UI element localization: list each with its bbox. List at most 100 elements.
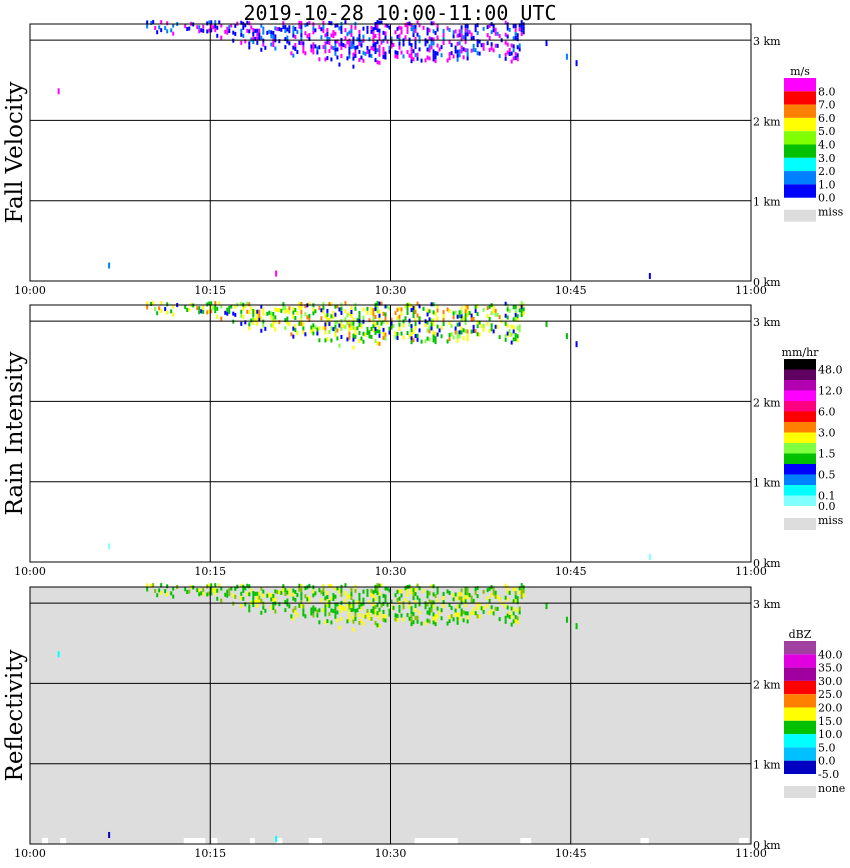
- echo-cell: [410, 47, 413, 52]
- echo-cell: [400, 589, 403, 594]
- echo-cell: [518, 304, 521, 309]
- echo-cell: [262, 42, 265, 47]
- echo-cell: [308, 32, 311, 37]
- echo-cell: [330, 338, 333, 343]
- echo-cell: [506, 50, 509, 55]
- echo-cell: [340, 334, 343, 339]
- echo-cell: [334, 610, 337, 615]
- echo-cell: [414, 591, 417, 596]
- echo-cell: [350, 587, 353, 592]
- echo-cell: [410, 51, 413, 56]
- echo-cell: [448, 337, 451, 342]
- echo-cell: [424, 621, 427, 626]
- echo-cell: [274, 46, 277, 51]
- echo-cell: [366, 49, 369, 54]
- echo-cell: [214, 28, 217, 33]
- echo-cell: [382, 335, 385, 340]
- echo-cell: [294, 315, 297, 320]
- echo-cell: [442, 604, 445, 609]
- echo-cell: [346, 32, 349, 37]
- echo-cell: [462, 598, 465, 603]
- echo-cell: [374, 42, 377, 47]
- echo-cell: [372, 590, 375, 595]
- echo-cell: [464, 317, 467, 322]
- echo-cell: [210, 583, 213, 588]
- echo-cell: [460, 49, 463, 54]
- echo-speck: [545, 40, 548, 47]
- echo-cell: [460, 588, 463, 593]
- echo-cell: [410, 618, 413, 623]
- legend-label: 20.0: [818, 702, 843, 715]
- echo-cell: [166, 592, 169, 597]
- echo-cell: [378, 607, 381, 612]
- echo-cell: [338, 605, 341, 610]
- echo-cell: [514, 23, 517, 28]
- echo-cell: [260, 23, 263, 28]
- echo-cell: [146, 305, 149, 310]
- echo-cell: [476, 23, 479, 28]
- echo-cell: [466, 28, 469, 33]
- echo-cell: [152, 582, 155, 587]
- echo-cell: [330, 33, 333, 38]
- echo-cell: [506, 589, 509, 594]
- echo-cell: [366, 306, 369, 311]
- echo-cell: [374, 314, 377, 319]
- echo-cell: [260, 328, 263, 333]
- echo-cell: [154, 589, 157, 594]
- legend-label: 6.0: [818, 406, 836, 419]
- echo-cell: [482, 42, 485, 47]
- echo-cell: [234, 23, 237, 28]
- echo-cell: [398, 41, 401, 46]
- echo-cell: [248, 21, 251, 26]
- echo-cell: [300, 592, 303, 597]
- echo-cell: [416, 583, 419, 588]
- echo-cell: [326, 337, 329, 342]
- echo-cell: [388, 326, 391, 331]
- echo-cell: [402, 605, 405, 610]
- echo-cell: [298, 24, 301, 29]
- echo-cell: [326, 40, 329, 45]
- echo-cell: [424, 323, 427, 328]
- echo-cell: [276, 590, 279, 595]
- echo-cell: [328, 330, 331, 335]
- echo-cell: [250, 318, 253, 323]
- echo-cell: [476, 39, 479, 44]
- echo-cell: [474, 28, 477, 33]
- echo-cell: [354, 306, 357, 311]
- echo-cell: [432, 41, 435, 46]
- echo-cell: [348, 613, 351, 618]
- echo-cell: [486, 596, 489, 601]
- echo-cell: [414, 599, 417, 604]
- echo-cell: [512, 44, 515, 49]
- echo-cell: [450, 606, 453, 611]
- echo-cell: [490, 327, 493, 332]
- echo-cell: [308, 599, 311, 604]
- echo-cell: [512, 337, 515, 342]
- echo-speck: [575, 60, 578, 67]
- echo-cell: [514, 52, 517, 57]
- echo-cell: [202, 28, 205, 33]
- echo-cell: [352, 603, 355, 608]
- echo-cell: [272, 606, 275, 611]
- echo-cell: [156, 311, 159, 316]
- echo-cell: [414, 608, 417, 613]
- echo-cell: [408, 53, 411, 58]
- echo-cell: [416, 313, 419, 318]
- echo-cell: [368, 49, 371, 54]
- echo-cell: [254, 36, 257, 41]
- echo-cell: [508, 51, 511, 56]
- echo-cell: [426, 602, 429, 607]
- echo-cell: [188, 26, 191, 31]
- echo-cell: [260, 35, 263, 40]
- echo-cell: [340, 604, 343, 609]
- echo-cell: [410, 27, 413, 32]
- echo-cell: [476, 304, 479, 309]
- echo-cell: [316, 327, 319, 332]
- echo-cell: [250, 306, 253, 311]
- echo-cell: [436, 324, 439, 329]
- echo-cell: [366, 25, 369, 30]
- echo-cell: [336, 336, 339, 341]
- echo-cell: [256, 321, 259, 326]
- echo-cell: [456, 41, 459, 46]
- echo-cell: [378, 60, 381, 65]
